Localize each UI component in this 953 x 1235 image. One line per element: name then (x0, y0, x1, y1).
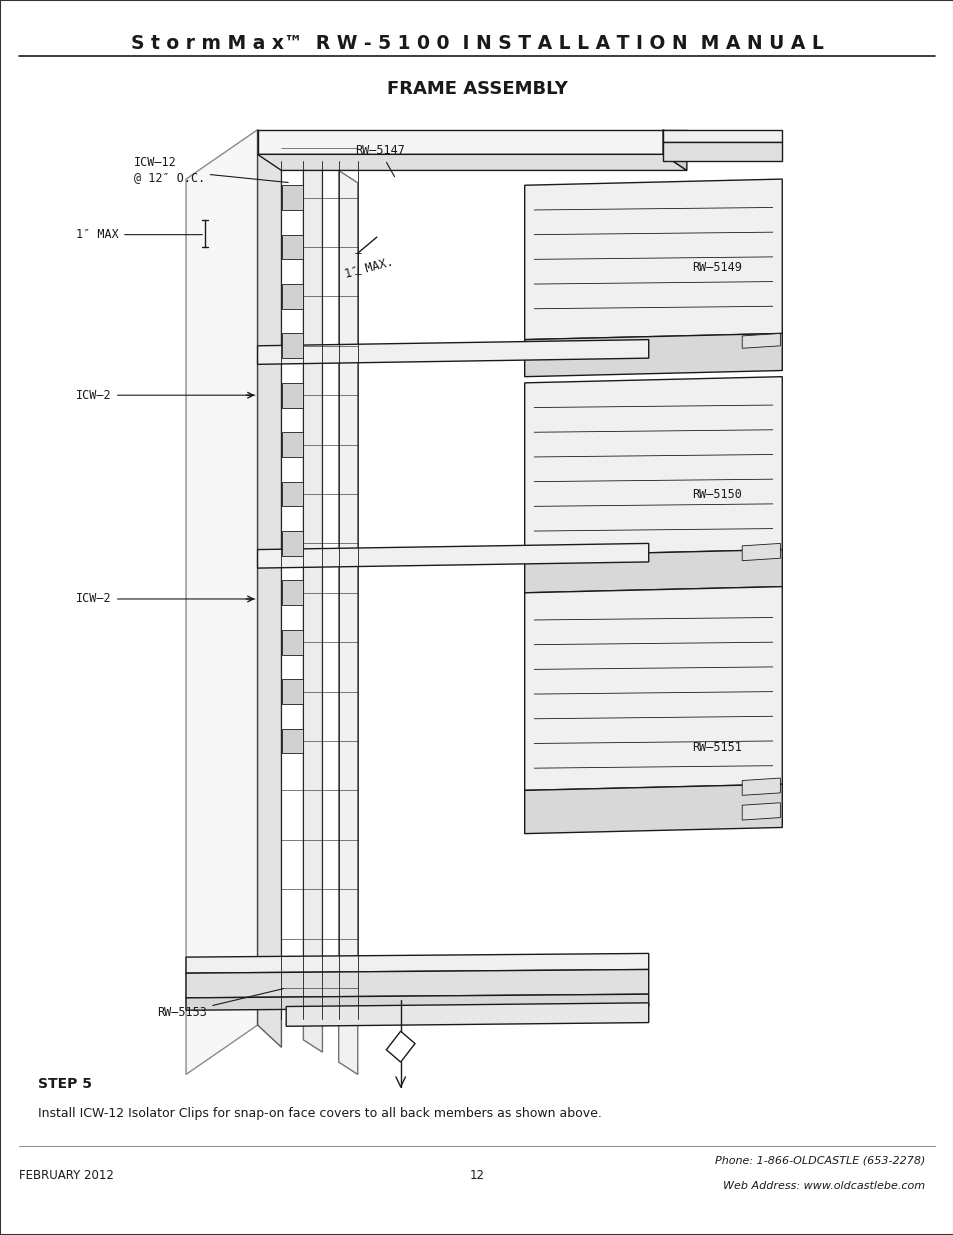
Polygon shape (282, 383, 303, 408)
Polygon shape (662, 130, 686, 170)
Polygon shape (741, 333, 780, 348)
Polygon shape (741, 803, 780, 820)
Text: Install ICW-12 Isolator Clips for snap-on face covers to all back members as sho: Install ICW-12 Isolator Clips for snap-o… (38, 1108, 601, 1120)
Polygon shape (524, 377, 781, 556)
Polygon shape (186, 994, 648, 1010)
Polygon shape (662, 130, 781, 142)
Text: RW–5150: RW–5150 (691, 488, 740, 500)
Polygon shape (186, 969, 648, 998)
Text: RW–5153: RW–5153 (157, 989, 283, 1019)
Polygon shape (186, 953, 648, 973)
Polygon shape (524, 333, 781, 377)
Text: FRAME ASSEMBLY: FRAME ASSEMBLY (386, 80, 567, 98)
Polygon shape (257, 130, 281, 1047)
Polygon shape (282, 531, 303, 556)
Polygon shape (662, 142, 781, 161)
Polygon shape (257, 543, 648, 568)
Polygon shape (338, 170, 357, 1074)
Polygon shape (741, 543, 780, 561)
Polygon shape (282, 580, 303, 605)
Polygon shape (524, 587, 781, 790)
Polygon shape (282, 482, 303, 506)
Polygon shape (741, 778, 780, 795)
Polygon shape (282, 432, 303, 457)
Polygon shape (282, 284, 303, 309)
Polygon shape (257, 130, 686, 154)
Text: ICW–12
@ 12″ O.C.: ICW–12 @ 12″ O.C. (133, 157, 288, 184)
Text: Web Address: www.oldcastlebe.com: Web Address: www.oldcastlebe.com (722, 1181, 924, 1191)
Polygon shape (286, 1003, 648, 1026)
Text: RW–5151: RW–5151 (691, 741, 740, 753)
Text: RW–5149: RW–5149 (691, 262, 740, 274)
Text: 1″ MAX: 1″ MAX (76, 228, 202, 241)
Polygon shape (282, 630, 303, 655)
Polygon shape (282, 235, 303, 259)
Polygon shape (386, 1031, 415, 1062)
Polygon shape (524, 179, 781, 340)
Text: 1″ MAX.: 1″ MAX. (343, 256, 395, 280)
Polygon shape (282, 729, 303, 753)
Text: RW–5147: RW–5147 (355, 144, 404, 177)
Polygon shape (186, 130, 257, 1074)
Polygon shape (524, 784, 781, 834)
Text: S t o r m M a x™  R W - 5 1 0 0  I N S T A L L A T I O N  M A N U A L: S t o r m M a x™ R W - 5 1 0 0 I N S T A… (131, 33, 822, 53)
Polygon shape (257, 154, 686, 170)
Polygon shape (524, 550, 781, 593)
Text: ICW–2: ICW–2 (76, 389, 254, 401)
Text: Phone: 1-866-OLDCASTLE (653-2278): Phone: 1-866-OLDCASTLE (653-2278) (714, 1156, 924, 1166)
Polygon shape (282, 333, 303, 358)
Text: ICW–2: ICW–2 (76, 593, 254, 605)
Text: STEP 5: STEP 5 (38, 1077, 92, 1092)
Polygon shape (282, 185, 303, 210)
Polygon shape (257, 340, 648, 364)
Polygon shape (282, 679, 303, 704)
Text: FEBRUARY 2012: FEBRUARY 2012 (19, 1170, 113, 1182)
Text: 12: 12 (469, 1170, 484, 1182)
Polygon shape (303, 148, 322, 1052)
